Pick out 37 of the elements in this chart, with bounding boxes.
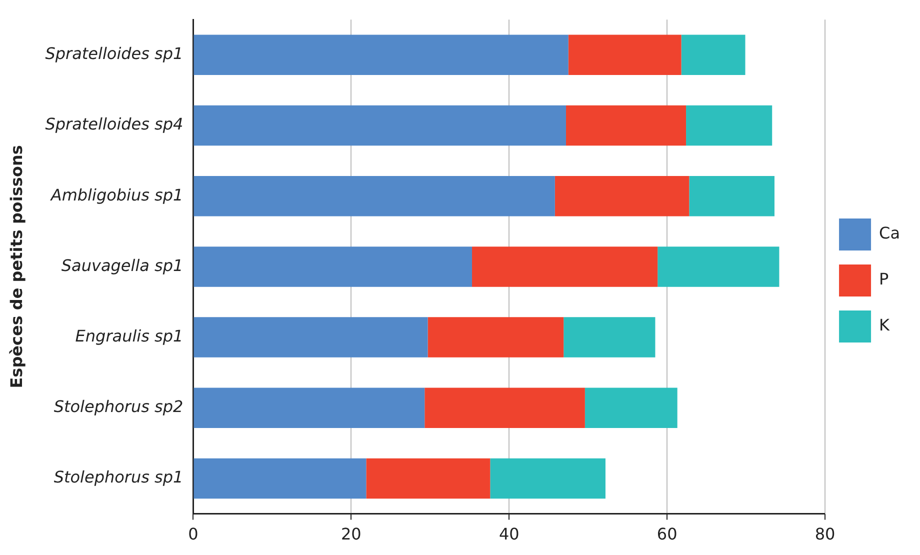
- bar: [194, 317, 428, 358]
- bar: [194, 388, 425, 428]
- y-tick-label: Sauvagella sp1: [61, 256, 184, 275]
- legend-label: Ca: [879, 224, 900, 243]
- x-tick-label: 40: [498, 524, 520, 544]
- bar: [686, 105, 772, 146]
- bar: [428, 317, 564, 358]
- bar: [554, 176, 690, 216]
- bar: [424, 388, 585, 428]
- bar: [658, 246, 780, 287]
- bar: [584, 388, 678, 428]
- bar: [194, 458, 366, 499]
- bar: [194, 176, 555, 216]
- bar: [681, 34, 746, 76]
- x-tick-label: 20: [341, 524, 362, 544]
- bar: [194, 246, 472, 287]
- bar: [490, 458, 606, 499]
- bar: [568, 34, 682, 76]
- y-tick-label: Stolephorus sp1: [54, 468, 184, 487]
- bar: [194, 34, 568, 76]
- bar: [366, 458, 490, 499]
- bar: [194, 105, 566, 146]
- x-tick-label: 80: [814, 524, 836, 544]
- y-tick-label: Ambligobius sp1: [50, 185, 184, 204]
- bar: [564, 317, 656, 358]
- bar: [472, 246, 658, 287]
- y-axis-title: Espèces de petits poissons: [6, 145, 26, 388]
- legend-label: K: [879, 316, 890, 335]
- legend-label: P: [879, 270, 890, 289]
- x-tick-label: 60: [656, 524, 678, 544]
- y-tick-label: Stolephorus sp2: [54, 397, 184, 416]
- y-tick-label: Spratelloides sp1: [45, 44, 184, 64]
- bar: [566, 105, 686, 146]
- bar: [689, 176, 774, 216]
- y-tick-label: Engraulis sp1: [75, 326, 184, 346]
- y-tick-label: Spratelloides sp4: [45, 114, 184, 134]
- x-tick-label: 0: [188, 524, 198, 544]
